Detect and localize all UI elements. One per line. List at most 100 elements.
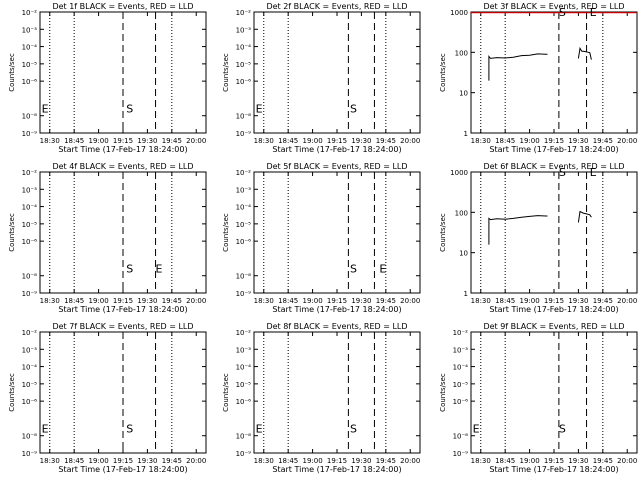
x-tick-label: 20:00 (186, 137, 206, 145)
x-tick-label: 19:15 (544, 137, 564, 145)
y-tick-label: 10⁻⁹ (236, 290, 252, 298)
x-tick-label: 18:45 (64, 137, 84, 145)
x-tick-label: 19:30 (351, 457, 371, 465)
plot-frame (470, 331, 638, 454)
y-tick-label: 10⁻⁵ (236, 381, 252, 389)
y-tick-label: 10⁻⁸ (236, 273, 252, 281)
start-marker-label: S (350, 422, 357, 435)
y-tick-label: 10⁻⁵ (453, 381, 469, 389)
panel-title: Det 8f BLACK = Events, RED = LLD (266, 322, 407, 331)
y-tick-label: 10⁻² (22, 169, 38, 177)
y-tick-label: 10⁻⁸ (453, 433, 469, 441)
end-marker-label: E (590, 6, 597, 19)
y-tick-label: 10⁻⁸ (22, 273, 38, 281)
panel-title: Det 7f BLACK = Events, RED = LLD (52, 322, 193, 331)
y-tick-label: 10⁻⁵ (236, 61, 252, 69)
end-marker-label: E (256, 422, 263, 435)
panel-title: Det 5f BLACK = Events, RED = LLD (266, 162, 407, 171)
x-tick-label: 19:00 (88, 457, 108, 465)
x-tick-label: 19:00 (302, 457, 322, 465)
start-marker-label: S (126, 102, 133, 115)
x-tick-label: 20:00 (617, 137, 637, 145)
plot-frame (253, 11, 421, 134)
x-tick-label: 19:15 (544, 457, 564, 465)
x-tick-label: 19:45 (593, 457, 613, 465)
detector-panel-6: Det 6f BLACK = Events, RED = LLD 1 10 100 10… (439, 162, 638, 314)
x-tick-label: 19:30 (568, 457, 588, 465)
y-tick-label: 10⁻⁸ (236, 433, 252, 441)
y-tick-label: 10⁻⁴ (22, 364, 38, 372)
y-tick-label: 10⁻⁹ (22, 130, 38, 138)
y-tick-label: 1000 (450, 9, 468, 17)
plot-frame (253, 331, 421, 454)
x-tick-label: 20:00 (400, 297, 420, 305)
x-tick-label: 18:30 (254, 297, 274, 305)
x-axis-title: Start Time (17-Feb-17 18:24:00) (272, 145, 401, 154)
x-tick-label: 18:30 (254, 137, 274, 145)
end-marker-label: E (42, 102, 49, 115)
x-tick-label: 19:45 (376, 457, 396, 465)
y-axis-title: Counts/sec (8, 373, 16, 412)
x-tick-label: 18:30 (471, 297, 491, 305)
x-tick-label: 19:15 (113, 297, 133, 305)
end-marker-label: E (256, 102, 263, 115)
plot-frame (253, 171, 421, 294)
y-tick-label: 10⁻⁶ (22, 398, 38, 406)
y-axis-title: Counts/sec (222, 213, 230, 252)
y-tick-label: 1 (464, 290, 468, 298)
x-tick-label: 20:00 (400, 457, 420, 465)
x-tick-label: 20:00 (400, 137, 420, 145)
y-tick-label: 10⁻⁹ (236, 450, 252, 458)
events-line (577, 210, 592, 223)
x-tick-label: 18:45 (495, 457, 515, 465)
events-line (488, 53, 548, 81)
y-tick-label: 1000 (450, 169, 468, 177)
detector-panel-1: Det 1f BLACK = Events, RED = LLD 10⁻⁹ 10⁻⁸… (8, 2, 207, 154)
start-marker-label: S (126, 262, 133, 275)
x-tick-label: 19:30 (351, 137, 371, 145)
x-tick-label: 19:15 (327, 137, 347, 145)
y-tick-label: 10⁻² (236, 329, 252, 337)
y-tick-label: 10⁻⁶ (236, 78, 252, 86)
y-tick-label: 1 (464, 130, 468, 138)
end-marker-label: E (379, 262, 386, 275)
end-marker-label: E (156, 262, 163, 275)
x-tick-label: 18:30 (40, 297, 60, 305)
y-tick-label: 10⁻² (22, 329, 38, 337)
detector-panel-8: Det 8f BLACK = Events, RED = LLD 10⁻⁹ 10⁻⁸… (222, 322, 421, 474)
y-tick-label: 10⁻⁶ (236, 398, 252, 406)
x-tick-label: 19:30 (568, 137, 588, 145)
x-tick-label: 19:00 (88, 137, 108, 145)
x-tick-label: 19:00 (88, 297, 108, 305)
detector-panel-2: Det 2f BLACK = Events, RED = LLD 10⁻⁹ 10⁻⁸… (222, 2, 421, 154)
plot-frame (470, 11, 638, 134)
y-tick-label: 10⁻⁶ (22, 238, 38, 246)
x-axis-title: Start Time (17-Feb-17 18:24:00) (489, 465, 618, 474)
x-tick-label: 19:15 (113, 457, 133, 465)
x-tick-label: 19:30 (137, 137, 157, 145)
y-tick-label: 10⁻⁹ (453, 450, 469, 458)
x-tick-label: 18:45 (278, 137, 298, 145)
x-tick-label: 20:00 (186, 457, 206, 465)
end-marker-label: E (42, 422, 49, 435)
y-tick-label: 100 (455, 209, 468, 217)
start-marker-label: S (350, 262, 357, 275)
y-axis-title: Counts/sec (8, 213, 16, 252)
panel-title: Det 3f BLACK = Events, RED = LLD (483, 2, 624, 11)
x-tick-label: 18:45 (278, 457, 298, 465)
y-tick-label: 10⁻³ (22, 346, 38, 354)
end-marker-label: E (590, 166, 597, 179)
x-tick-label: 19:45 (593, 297, 613, 305)
events-line (577, 46, 592, 60)
x-axis-title: Start Time (17-Feb-17 18:24:00) (58, 305, 187, 314)
x-tick-label: 19:30 (137, 297, 157, 305)
y-tick-label: 10⁻⁹ (22, 450, 38, 458)
end-marker-label: E (473, 422, 480, 435)
panel-title: Det 9f BLACK = Events, RED = LLD (483, 322, 624, 331)
y-axis-title: Counts/sec (439, 53, 447, 92)
y-axis-title: Counts/sec (439, 373, 447, 412)
y-tick-label: 10⁻³ (236, 26, 252, 34)
x-axis-title: Start Time (17-Feb-17 18:24:00) (489, 305, 618, 314)
x-tick-label: 19:45 (376, 297, 396, 305)
